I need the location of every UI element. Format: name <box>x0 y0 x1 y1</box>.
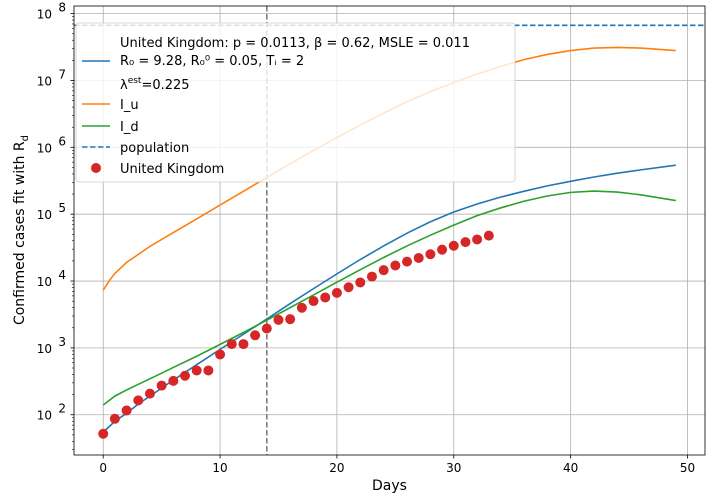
data-point <box>472 234 483 245</box>
data-point <box>203 365 214 376</box>
data-point <box>226 339 237 350</box>
data-point <box>296 302 307 313</box>
x-tick-label: 0 <box>99 461 107 475</box>
y-tick-label-exponent: 2 <box>58 402 66 416</box>
x-axis-label: Days <box>372 478 407 494</box>
legend-lambda: λest=0.225 <box>120 76 190 93</box>
data-point <box>378 265 389 276</box>
y-tick-label: 10 <box>37 208 52 222</box>
data-point <box>402 256 413 267</box>
data-point <box>366 271 377 282</box>
x-tick-label: 30 <box>446 461 461 475</box>
data-point <box>355 277 366 288</box>
data-point <box>109 413 120 424</box>
y-tick-label: 10 <box>37 275 52 289</box>
y-tick-label-base: 10 <box>37 342 52 356</box>
y-tick-label-base: 10 <box>37 275 52 289</box>
legend-label-i-d: I_d <box>120 120 139 135</box>
y-tick-label-base: 10 <box>37 409 52 423</box>
legend-title-line1: United Kingdom: p = 0.0113, β = 0.62, MS… <box>120 36 470 51</box>
legend-label-i-u: I_u <box>120 98 139 113</box>
y-tick-label-exponent: 6 <box>58 134 66 148</box>
data-point <box>238 339 249 350</box>
y-tick-label: 10 <box>37 342 52 356</box>
x-tick-label: 10 <box>212 461 227 475</box>
legend-lambda-value: =0.225 <box>141 78 189 93</box>
legend-label-united-kingdom: United Kingdom <box>120 162 224 177</box>
y-tick-label: 10 <box>37 409 52 423</box>
data-point <box>180 370 191 381</box>
y-tick-label: 10 <box>37 141 52 155</box>
data-point <box>390 260 401 271</box>
y-tick-label-exponent: 5 <box>58 201 66 215</box>
y-tick-label-base: 10 <box>37 141 52 155</box>
data-point <box>448 240 459 251</box>
x-tick-label: 20 <box>329 461 344 475</box>
data-point <box>273 314 284 325</box>
plot-area <box>74 6 705 455</box>
y-tick-label-base: 10 <box>37 74 52 88</box>
data-point <box>168 375 179 386</box>
data-point <box>133 395 144 406</box>
y-axis-label: Confirmed cases fit with Rd <box>12 135 31 325</box>
data-point <box>215 349 226 360</box>
legend-sample-united-kingdom <box>91 163 101 173</box>
series-line-i-d <box>102 190 676 406</box>
y-tick-label: 10 <box>37 74 52 88</box>
data-point <box>413 252 424 263</box>
y-tick-label-exponent: 3 <box>58 335 66 349</box>
data-point <box>308 296 319 307</box>
data-point <box>437 244 448 255</box>
data-point <box>156 380 167 391</box>
data-point <box>191 365 202 376</box>
y-axis-label-subscript: d <box>20 135 31 141</box>
y-tick-label-base: 10 <box>37 8 52 22</box>
x-tick-label: 40 <box>563 461 578 475</box>
data-point <box>425 249 436 260</box>
data-point <box>331 287 342 298</box>
legend-title-line2: R₀ = 9.28, R₀⁰ = 0.05, Tᵢ = 2 <box>120 54 304 69</box>
data-point <box>343 282 354 293</box>
y-tick-label-base: 10 <box>37 208 52 222</box>
data-point <box>285 314 296 325</box>
data-point <box>144 388 155 399</box>
data-point <box>98 428 109 439</box>
data-point <box>121 405 132 416</box>
legend-lambda-superscript: est <box>128 76 142 86</box>
data-point <box>483 230 494 241</box>
legend-frame <box>75 22 516 183</box>
data-point <box>320 292 331 303</box>
data-point <box>250 330 261 341</box>
data-point <box>261 323 272 334</box>
plot-frame <box>73 5 706 456</box>
x-axis: 0 10 20 30 40 50 <box>99 455 695 475</box>
y-tick-label-exponent: 4 <box>58 268 66 282</box>
y-axis: 10 2 10 3 10 4 10 5 10 6 10 7 10 8 <box>37 1 74 451</box>
y-tick-label-exponent: 8 <box>58 1 66 15</box>
y-tick-label: 10 <box>37 8 52 22</box>
y-axis-label-main: Confirmed cases fit with R <box>12 141 28 325</box>
legend-label-population: population <box>120 141 189 156</box>
data-point <box>460 237 471 248</box>
x-tick-label: 50 <box>680 461 695 475</box>
legend: United Kingdom: p = 0.0113, β = 0.62, MS… <box>75 22 516 183</box>
y-tick-label-exponent: 7 <box>58 67 66 81</box>
legend-lambda-symbol: λ <box>120 78 128 93</box>
